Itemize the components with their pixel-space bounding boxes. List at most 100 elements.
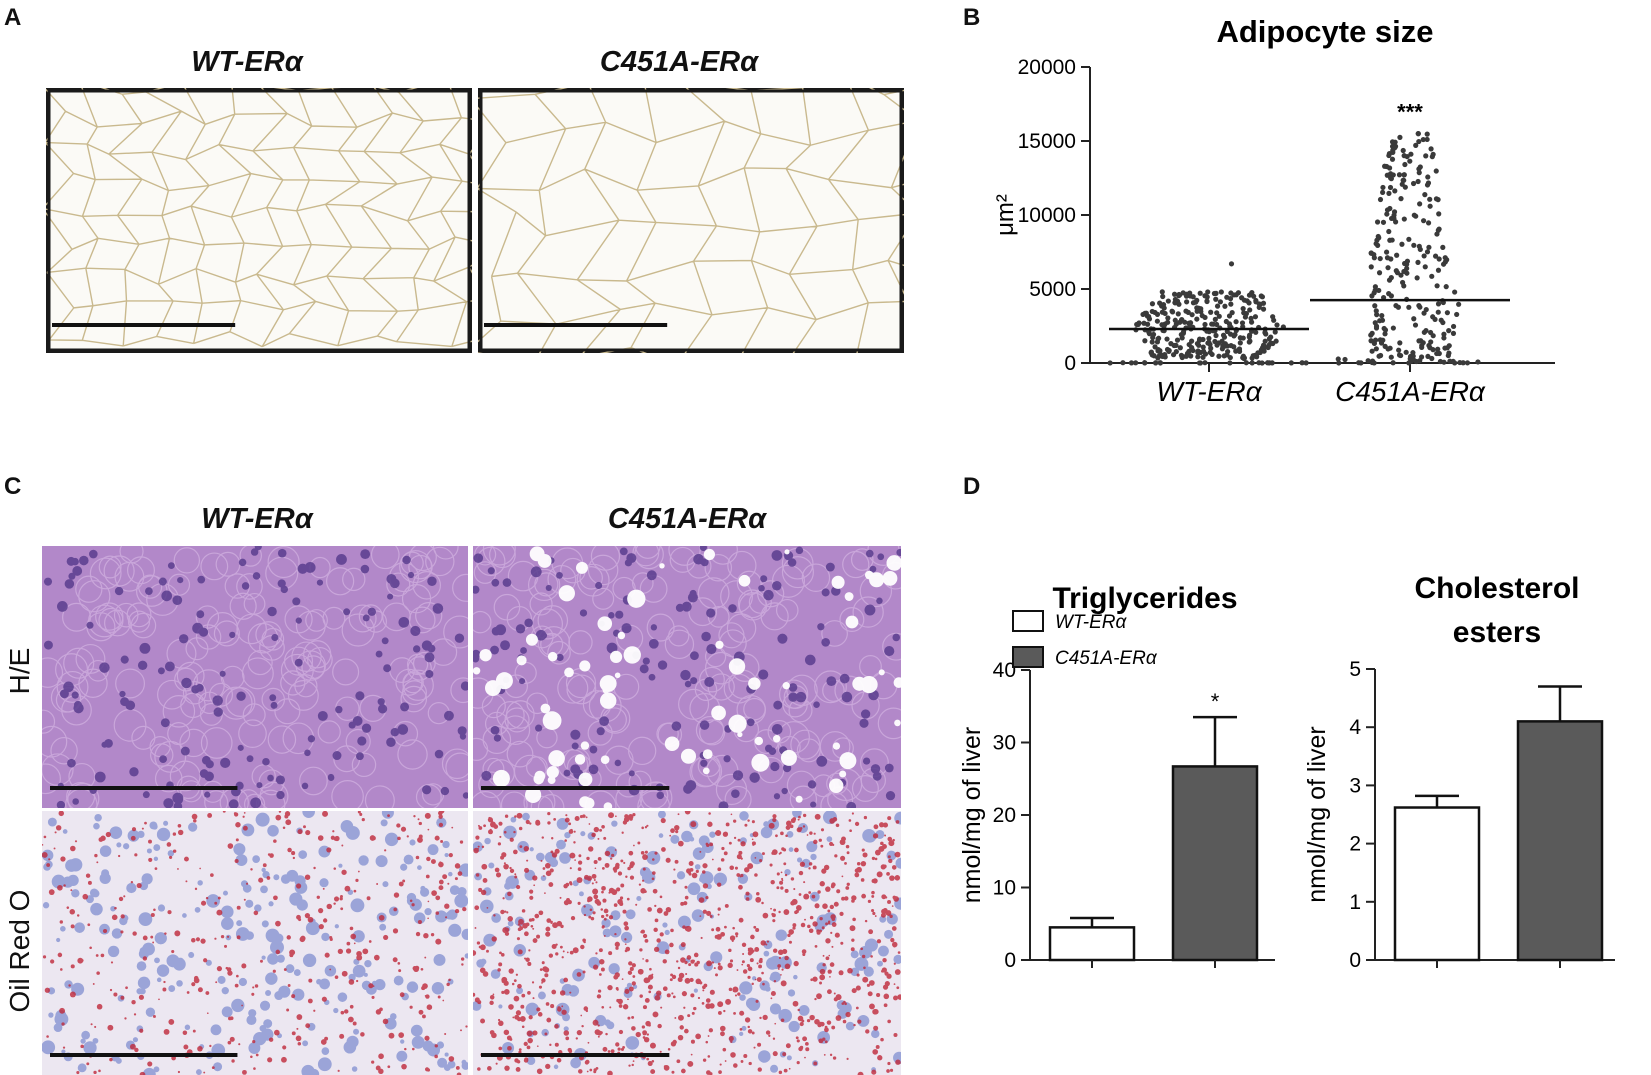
data-point (1392, 139, 1398, 145)
adipocyte-size-chart: Adipocyte size μm² 0 5000 10000 15000 20000 WT-… (992, 14, 1555, 407)
data-point (1425, 180, 1432, 186)
data-point (1388, 256, 1394, 262)
data-point (1142, 338, 1148, 344)
data-point (1382, 327, 1389, 333)
y-axis-label: μm² (992, 194, 1019, 236)
significance-marker: * (1211, 689, 1220, 714)
data-point (1231, 344, 1237, 350)
data-point (1406, 304, 1412, 310)
data-point (1243, 360, 1249, 366)
data-point (1213, 296, 1219, 302)
data-point (1425, 220, 1432, 226)
data-point (1227, 354, 1233, 361)
data-point (1173, 321, 1179, 327)
data-point (1209, 321, 1215, 327)
data-point (1335, 356, 1341, 362)
data-point (1142, 360, 1148, 366)
data-point (1421, 253, 1427, 259)
data-point (1165, 298, 1171, 304)
data-point (1413, 142, 1419, 148)
data-point (1442, 345, 1448, 351)
data-point (1440, 319, 1446, 326)
data-point (1429, 154, 1435, 160)
y-tick-label: 0 (1349, 949, 1361, 972)
adipocyte-membranes (46, 88, 472, 348)
data-point (1430, 347, 1436, 353)
nuclei (473, 546, 901, 808)
data-point (1272, 329, 1278, 335)
data-point (1194, 316, 1200, 322)
data-point (1246, 334, 1252, 340)
data-point (1432, 316, 1438, 322)
y-tick-label: 4 (1349, 716, 1361, 739)
data-point (1380, 189, 1386, 196)
data-point (1387, 237, 1393, 243)
data-point (1385, 265, 1391, 271)
data-point (1249, 360, 1255, 366)
data-point (1386, 165, 1393, 171)
data-point (1436, 256, 1442, 262)
data-point (1400, 279, 1406, 286)
data-point (1475, 359, 1481, 365)
data-point (1240, 306, 1246, 312)
y-tick-label: 0 (1004, 949, 1016, 972)
data-point (1247, 307, 1253, 313)
data-point (1420, 136, 1426, 143)
data-point (1376, 235, 1382, 241)
data-point (1195, 354, 1201, 360)
data-point (1197, 290, 1203, 296)
data-point (1202, 360, 1208, 366)
data-point (1435, 197, 1441, 203)
data-point (1159, 322, 1165, 328)
data-point (1205, 289, 1211, 295)
data-point (1412, 322, 1419, 328)
data-point (1380, 337, 1386, 343)
data-point (1253, 329, 1259, 335)
data-point (1257, 301, 1263, 307)
data-point (1149, 308, 1155, 315)
he-micrograph-c451a (473, 546, 901, 808)
data-point (1391, 209, 1398, 215)
data-point (1256, 360, 1262, 366)
data-point (1260, 306, 1267, 312)
data-point (1266, 342, 1272, 348)
data-point (1231, 333, 1237, 339)
data-point (1172, 317, 1178, 323)
data-point (1218, 289, 1224, 295)
data-point (1358, 360, 1364, 366)
data-point (1213, 332, 1219, 339)
data-point (1368, 264, 1374, 270)
data-point (1400, 177, 1406, 183)
data-point (1420, 218, 1427, 224)
data-point (1173, 349, 1179, 355)
y-tick-label: 3 (1349, 774, 1361, 797)
lipid-droplets (42, 811, 468, 1075)
data-point (1384, 211, 1390, 217)
data-point (1434, 283, 1440, 289)
data-point (1372, 303, 1378, 309)
data-point (1152, 344, 1158, 350)
data-point (1220, 332, 1227, 338)
data-point (1416, 303, 1422, 309)
data-point (1415, 131, 1421, 137)
data-point (1410, 180, 1417, 187)
data-point (1376, 270, 1383, 276)
data-point (1155, 348, 1161, 354)
data-point (1179, 335, 1185, 341)
data-point (1416, 170, 1422, 176)
data-point (1404, 153, 1410, 160)
data-point (1435, 346, 1441, 352)
data-point (1241, 355, 1248, 361)
data-point (1407, 158, 1413, 164)
data-point (1414, 275, 1420, 281)
panel-a-right-title: C451A-ERα (599, 46, 759, 78)
data-point (1253, 299, 1259, 305)
data-point (1216, 353, 1222, 359)
data-point (1164, 346, 1171, 353)
data-point (1342, 356, 1348, 363)
data-point (1450, 330, 1457, 336)
data-point (1150, 331, 1157, 338)
data-point (1228, 301, 1234, 307)
data-point (1446, 328, 1452, 334)
data-point (1239, 320, 1246, 326)
